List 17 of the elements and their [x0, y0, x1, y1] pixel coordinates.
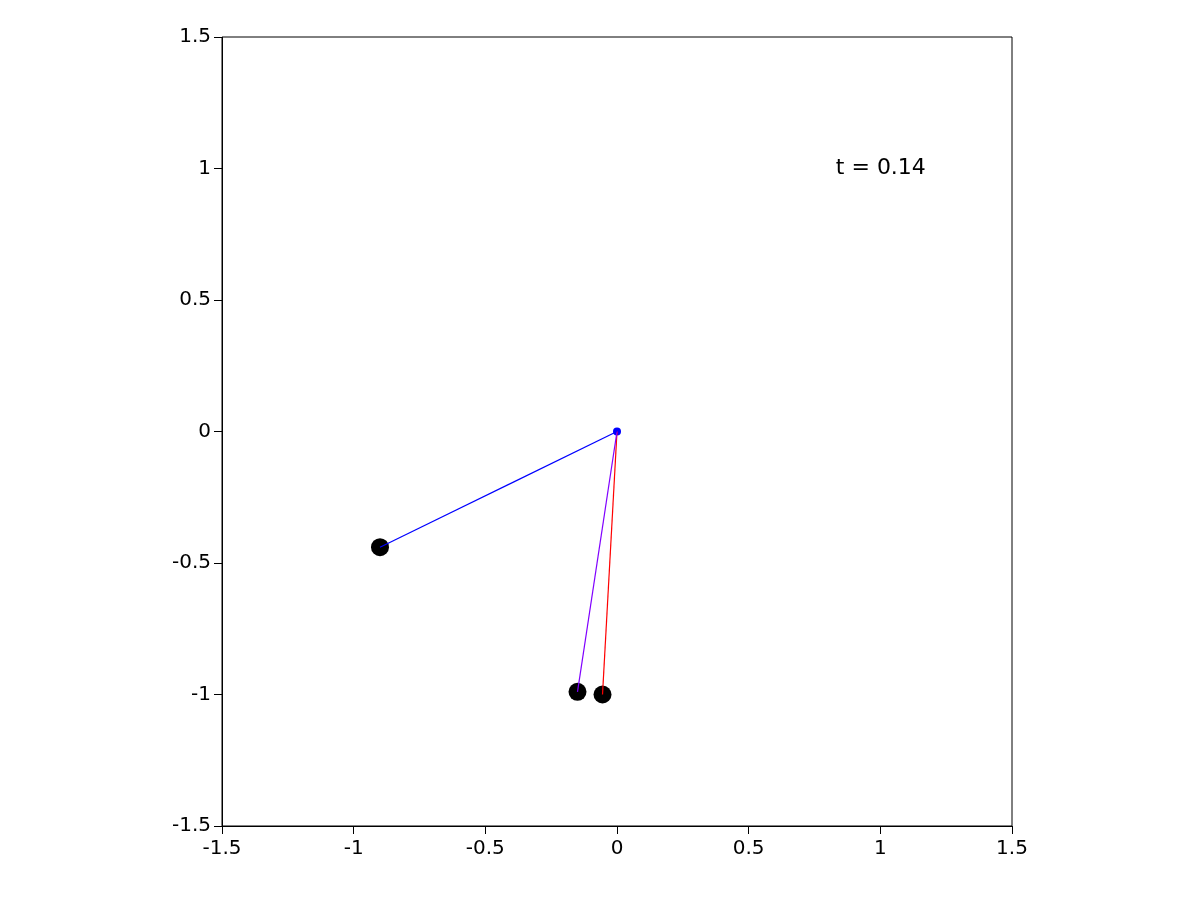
- x-tick-label: 0: [610, 835, 624, 860]
- y-tick-label: 1: [198, 154, 211, 179]
- x-tick-label: -1: [343, 835, 364, 860]
- point: [568, 682, 587, 701]
- point: [593, 685, 612, 704]
- point: [371, 538, 389, 557]
- y-tick-label: -0.5: [171, 549, 211, 574]
- y-tick-label: -1.5: [171, 812, 211, 837]
- y-tick-label: 0.5: [179, 286, 211, 311]
- y-tick-label: 0: [198, 417, 211, 442]
- y-tick-label: -1: [191, 680, 211, 705]
- y-tick-label: 1.5: [179, 23, 211, 48]
- annotation: t = 0.14: [835, 154, 926, 180]
- x-tick-label: -0.5: [465, 835, 505, 860]
- x-tick-label: 0.5: [732, 835, 765, 860]
- x-tick-label: 1.5: [996, 835, 1028, 860]
- x-tick-label: 1: [873, 835, 887, 860]
